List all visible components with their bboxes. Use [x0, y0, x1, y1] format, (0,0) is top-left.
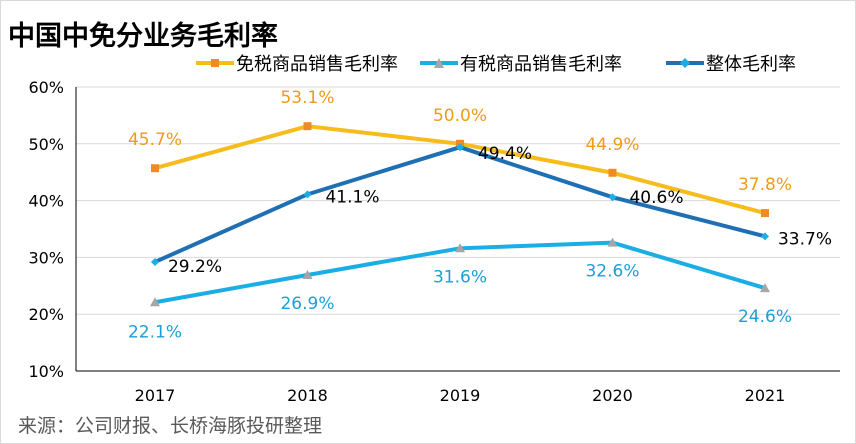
data-point-dutiable [455, 243, 465, 253]
y-tick-label: 20% [28, 305, 64, 324]
data-label-overall: 49.4% [478, 144, 532, 164]
data-point-dutiable [607, 237, 618, 247]
x-tick-label: 2019 [440, 386, 481, 405]
data-label-dutiable: 24.6% [738, 307, 792, 327]
x-tick-label: 2018 [287, 386, 328, 405]
legend-label-dutiable: 有税商品销售毛利率 [460, 54, 622, 75]
data-point-overall [761, 232, 769, 241]
data-label-duty-free: 53.1% [280, 88, 334, 108]
legend-item-dutiable: 有税商品销售毛利率 [420, 50, 622, 76]
data-point-overall [456, 143, 464, 152]
data-point-dutiable [302, 270, 313, 280]
data-point-duty-free [608, 168, 617, 177]
data-point-duty-free [761, 209, 769, 218]
y-tick-label: 30% [28, 248, 64, 267]
y-tick-label: 50% [28, 135, 64, 154]
data-label-duty-free: 50.0% [433, 106, 487, 126]
y-tick-label: 60% [28, 78, 64, 97]
x-tick-label: 2021 [745, 386, 786, 405]
data-label-dutiable: 22.1% [128, 322, 182, 342]
legend-swatch-dutiable [420, 55, 458, 71]
data-point-duty-free [151, 164, 159, 173]
data-point-overall [608, 193, 617, 202]
data-label-overall: 40.6% [629, 188, 683, 208]
data-point-overall [303, 190, 312, 199]
source-note: 来源：公司财报、长桥海豚投研整理 [18, 415, 323, 437]
data-label-duty-free: 45.7% [128, 130, 182, 150]
data-point-overall [151, 257, 159, 266]
data-label-dutiable: 32.6% [585, 262, 639, 282]
data-label-dutiable: 31.6% [433, 267, 487, 287]
data-label-overall: 29.2% [168, 257, 222, 277]
data-point-duty-free [303, 122, 312, 131]
data-label-overall: 41.1% [325, 187, 379, 207]
legend-label-duty-free: 免税商品销售毛利率 [236, 54, 398, 75]
data-label-overall: 33.7% [778, 229, 832, 249]
data-point-dutiable [150, 297, 160, 307]
data-label-duty-free: 44.9% [585, 135, 639, 155]
x-tick-label: 2020 [592, 386, 633, 405]
y-tick-label: 40% [28, 192, 64, 211]
legend-item-overall: 整体毛利率 [666, 50, 796, 76]
chart-title: 中国中免分业务毛利率 [8, 21, 278, 52]
x-tick-label: 2017 [135, 386, 176, 405]
data-point-dutiable [760, 283, 770, 293]
data-label-dutiable: 26.9% [280, 294, 334, 314]
y-tick-label: 10% [28, 362, 64, 381]
legend-label-overall: 整体毛利率 [706, 54, 796, 75]
legend: 免税商品销售毛利率 有税商品销售毛利率 整体毛利率 [0, 50, 856, 76]
data-label-duty-free: 37.8% [738, 175, 792, 195]
legend-swatch-duty-free [196, 55, 234, 71]
legend-swatch-overall [666, 55, 704, 71]
legend-item-duty-free: 免税商品销售毛利率 [196, 50, 398, 76]
